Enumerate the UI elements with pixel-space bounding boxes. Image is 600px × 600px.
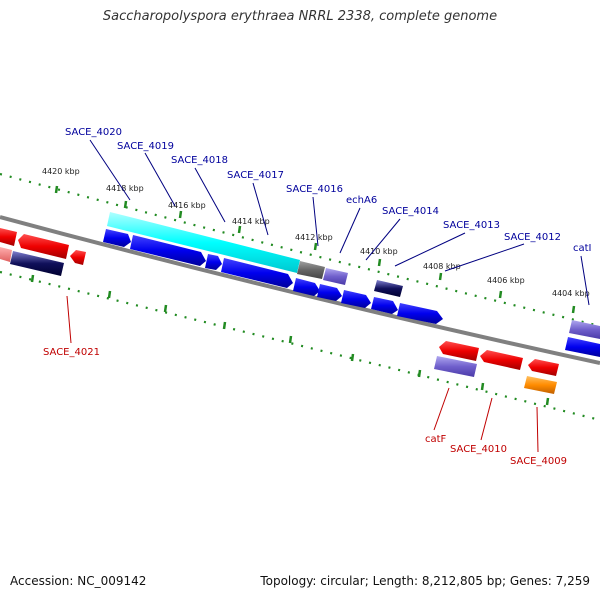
genome-summary: Topology: circular; Length: 8,212,805 bp… [260,574,590,588]
topology-value: circular [320,574,365,588]
gene-feature-sace-4020[interactable] [107,212,300,273]
gene-label-sace-4017[interactable]: SACE_4017 [227,170,284,181]
reverse-cds-track [0,228,559,394]
map-title: Saccharopolyspora erythraea NRRL 2338, c… [102,9,498,24]
gene-label-sace-4012[interactable]: SACE_4012 [504,232,561,243]
reverse-cds[interactable] [18,234,69,259]
length-label: Length: [372,574,419,588]
upper-gene-labels: SACE_4020 SACE_4019 SACE_4018 SACE_4017 … [65,127,592,254]
gene-label-sace-4020[interactable]: SACE_4020 [65,127,122,138]
forward-cds[interactable] [341,290,371,308]
forward-cds[interactable] [397,303,443,324]
gene-feature-sace-4021[interactable] [10,251,64,276]
tick-label: 4410 kbp [360,247,398,256]
gene-label-sace-4021[interactable]: SACE_4021 [43,347,100,358]
forward-cds[interactable] [221,258,293,288]
tick-label: 4404 kbp [552,289,590,298]
reverse-cds[interactable] [70,250,86,265]
gene-label-sace-4018[interactable]: SACE_4018 [171,155,228,166]
reverse-feature[interactable] [0,247,12,262]
accession-info: Accession: NC_009142 [10,574,146,588]
genes-label: Genes: [509,574,552,588]
tick-label: 4414 kbp [232,217,270,226]
tick-label: 4406 kbp [487,276,525,285]
forward-cds[interactable] [317,284,342,301]
forward-cds[interactable] [130,235,206,266]
gene-label-sace-4019[interactable]: SACE_4019 [117,141,174,152]
tick-label: 4418 kbp [106,184,144,193]
gene-label-sace-4014[interactable]: SACE_4014 [382,206,439,217]
reverse-cds[interactable] [439,341,479,361]
gene-label-catf[interactable]: catF [425,434,447,445]
gene-feature-sace-4014[interactable] [374,280,403,297]
gene-feature-sace-4009[interactable] [524,376,557,394]
accession-value: NC_009142 [77,574,147,588]
leader-lines [89,139,590,306]
gene-label-echa6[interactable]: echA6 [346,195,377,206]
gene-label-cati[interactable]: catI [573,243,592,254]
genome-backbone [0,215,600,365]
gene-feature-echa6[interactable] [323,268,348,285]
gene-feature-sace-4016[interactable] [297,261,325,279]
genome-map[interactable]: 4420 kbp 4418 kbp 4416 kbp 4414 kbp 4412… [0,0,600,560]
inner-tick-ring [0,270,600,422]
gene-label-sace-4013[interactable]: SACE_4013 [443,220,500,231]
forward-cds[interactable] [371,297,398,314]
tick-label: 4412 kbp [295,233,333,242]
genes-value: 7,259 [555,574,590,588]
reverse-cds[interactable] [480,350,523,370]
forward-cds[interactable] [565,337,600,357]
lower-gene-labels: SACE_4021 catF SACE_4010 SACE_4009 [43,347,567,467]
gene-label-sace-4016[interactable]: SACE_4016 [286,184,343,195]
tick-label: 4408 kbp [423,262,461,271]
reverse-cds[interactable] [0,228,17,246]
upper-features [107,212,600,339]
tick-label: 4416 kbp [168,201,206,210]
tick-labels: 4420 kbp 4418 kbp 4416 kbp 4414 kbp 4412… [42,167,590,298]
accession-label: Accession: [10,574,74,588]
gene-feature-cati[interactable] [569,320,600,339]
leader-lines-reverse [66,295,539,453]
outer-tick-ring [0,172,600,328]
reverse-cds[interactable] [528,359,559,376]
forward-cds[interactable] [293,278,320,296]
gene-label-sace-4009[interactable]: SACE_4009 [510,456,567,467]
gene-label-sace-4010[interactable]: SACE_4010 [450,444,507,455]
major-ticks [30,185,576,406]
length-value: 8,212,805 bp [421,574,502,588]
gene-feature-catf[interactable] [434,356,477,377]
forward-cds-track [103,229,600,357]
topology-label: Topology: [260,574,317,588]
forward-cds[interactable] [103,229,131,247]
forward-cds[interactable] [205,254,222,270]
tick-label: 4420 kbp [42,167,80,176]
